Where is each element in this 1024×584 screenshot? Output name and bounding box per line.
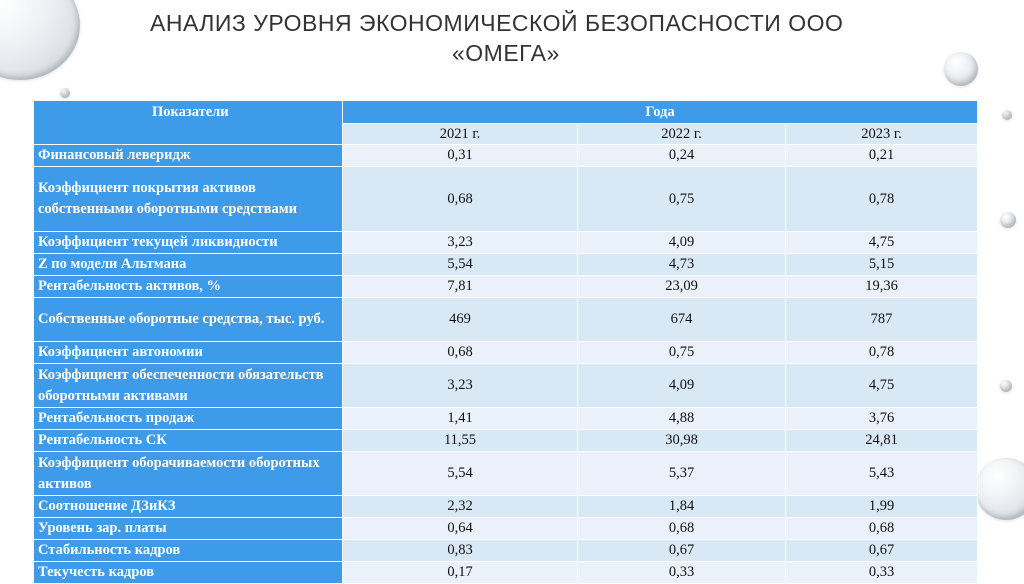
row-value-2022: 0,33	[577, 561, 786, 584]
row-label: Рентабельность СК	[33, 429, 343, 452]
row-value-2023: 5,43	[784, 451, 979, 496]
header-year-2023: 2023 г.	[784, 123, 979, 145]
row-value-2021: 0,64	[342, 517, 578, 540]
table-row: Коэффициент покрытия активов собственным…	[33, 166, 979, 232]
table-row: Коэффициент оборачиваемости оборотных ак…	[33, 451, 979, 496]
row-value-2023: 4,75	[784, 231, 979, 254]
row-value-2022: 0,75	[577, 341, 786, 364]
row-value-2023: 19,36	[784, 275, 979, 298]
row-value-2021: 469	[342, 297, 578, 342]
table-row: Коэффициент текущей ликвидности 3,23 4,0…	[33, 231, 979, 254]
indicators-table-container: Показатели Года 2021 г. 2022 г. 2023 г. …	[33, 100, 979, 584]
water-drop-decoration	[1000, 212, 1016, 228]
row-value-2022: 4,88	[577, 407, 786, 430]
row-label: Финансовый левeридж	[33, 144, 343, 167]
table-row: Собственные оборотные средства, тыс. руб…	[33, 297, 979, 342]
row-value-2021: 3,23	[342, 363, 578, 408]
row-value-2021: 3,23	[342, 231, 578, 254]
header-years: Года	[341, 100, 979, 124]
row-value-2021: 0,31	[342, 144, 578, 167]
header-year-2021: 2021 г.	[342, 123, 578, 145]
table-row: Коэффициент обеспеченности обязательств …	[33, 363, 979, 408]
row-label: Рентабельность активов, %	[33, 275, 343, 298]
row-value-2023: 0,33	[784, 561, 979, 584]
indicators-table: Показатели Года 2021 г. 2022 г. 2023 г. …	[33, 100, 979, 584]
row-value-2021: 11,55	[342, 429, 578, 452]
water-drop-decoration	[1000, 380, 1012, 392]
row-value-2022: 4,73	[577, 253, 786, 276]
row-value-2022: 674	[577, 297, 786, 342]
table-row: Коэффициент автономии 0,68 0,75 0,78	[33, 341, 979, 364]
row-value-2022: 0,67	[577, 539, 786, 562]
row-value-2023: 0,67	[784, 539, 979, 562]
header-indicator: Показатели	[33, 100, 343, 145]
row-value-2022: 1,84	[577, 495, 786, 518]
row-value-2022: 0,24	[577, 144, 786, 167]
water-drop-decoration	[0, 0, 80, 80]
row-value-2022: 4,09	[577, 231, 786, 254]
slide-title: АНАЛИЗ УРОВНЯ ЭКОНОМИЧЕСКОЙ БЕЗОПАСНОСТИ…	[150, 8, 890, 68]
row-value-2023: 0,78	[784, 341, 979, 364]
row-value-2021: 5,54	[342, 451, 578, 496]
water-drop-decoration	[60, 88, 70, 98]
water-drop-decoration	[975, 458, 1024, 520]
table-row: Стабильность кадров 0,83 0,67 0,67	[33, 539, 979, 562]
row-value-2023: 1,99	[784, 495, 979, 518]
table-row: Рентабельность активов, % 7,81 23,09 19,…	[33, 275, 979, 298]
row-label: Рентабельность продаж	[33, 407, 343, 430]
row-value-2021: 7,81	[342, 275, 578, 298]
row-value-2021: 2,32	[342, 495, 578, 518]
row-value-2022: 0,75	[577, 166, 786, 232]
row-value-2022: 0,68	[577, 517, 786, 540]
row-value-2023: 0,21	[784, 144, 979, 167]
water-drop-decoration	[1002, 110, 1012, 120]
row-value-2021: 0,68	[342, 166, 578, 232]
slide-title-line2: «ОМЕГА»	[452, 40, 560, 66]
row-value-2021: 0,83	[342, 539, 578, 562]
row-value-2023: 4,75	[784, 363, 979, 408]
table-row: Текучесть кадров 0,17 0,33 0,33	[33, 561, 979, 584]
row-label: Z по модели Альтмана	[33, 253, 343, 276]
row-value-2022: 5,37	[577, 451, 786, 496]
table-row: Рентабельность СК 11,55 30,98 24,81	[33, 429, 979, 452]
slide-title-line1: АНАЛИЗ УРОВНЯ ЭКОНОМИЧЕСКОЙ БЕЗОПАСНОСТИ…	[150, 10, 844, 36]
row-label: Текучесть кадров	[33, 561, 343, 584]
row-value-2023: 24,81	[784, 429, 979, 452]
row-value-2021: 5,54	[342, 253, 578, 276]
table-row: Рентабельность продаж 1,41 4,88 3,76	[33, 407, 979, 430]
row-label: Коэффициент покрытия активов собственным…	[33, 166, 343, 232]
row-value-2023: 5,15	[784, 253, 979, 276]
row-value-2022: 30,98	[577, 429, 786, 452]
water-drop-decoration	[944, 52, 978, 86]
row-value-2021: 0,68	[342, 341, 578, 364]
row-value-2022: 23,09	[577, 275, 786, 298]
row-label: Собственные оборотные средства, тыс. руб…	[33, 297, 343, 342]
row-value-2021: 0,17	[342, 561, 578, 584]
table-row: Соотношение ДЗиКЗ 2,32 1,84 1,99	[33, 495, 979, 518]
header-year-2022: 2022 г.	[577, 123, 786, 145]
row-label: Коэффициент обеспеченности обязательств …	[33, 363, 343, 408]
table-row: Финансовый левeридж 0,31 0,24 0,21	[33, 144, 979, 167]
row-value-2023: 0,78	[784, 166, 979, 232]
row-label: Коэффициент автономии	[33, 341, 343, 364]
row-label: Соотношение ДЗиКЗ	[33, 495, 343, 518]
row-label: Уровень зар. платы	[33, 517, 343, 540]
row-value-2021: 1,41	[342, 407, 578, 430]
row-value-2023: 0,68	[784, 517, 979, 540]
row-value-2022: 4,09	[577, 363, 786, 408]
row-label: Коэффициент текущей ликвидности	[33, 231, 343, 254]
row-label: Коэффициент оборачиваемости оборотных ак…	[33, 451, 343, 496]
row-label: Стабильность кадров	[33, 539, 343, 562]
table-row: Уровень зар. платы 0,64 0,68 0,68	[33, 517, 979, 540]
row-value-2023: 3,76	[784, 407, 979, 430]
row-value-2023: 787	[784, 297, 979, 342]
table-row: Z по модели Альтмана 5,54 4,73 5,15	[33, 253, 979, 276]
